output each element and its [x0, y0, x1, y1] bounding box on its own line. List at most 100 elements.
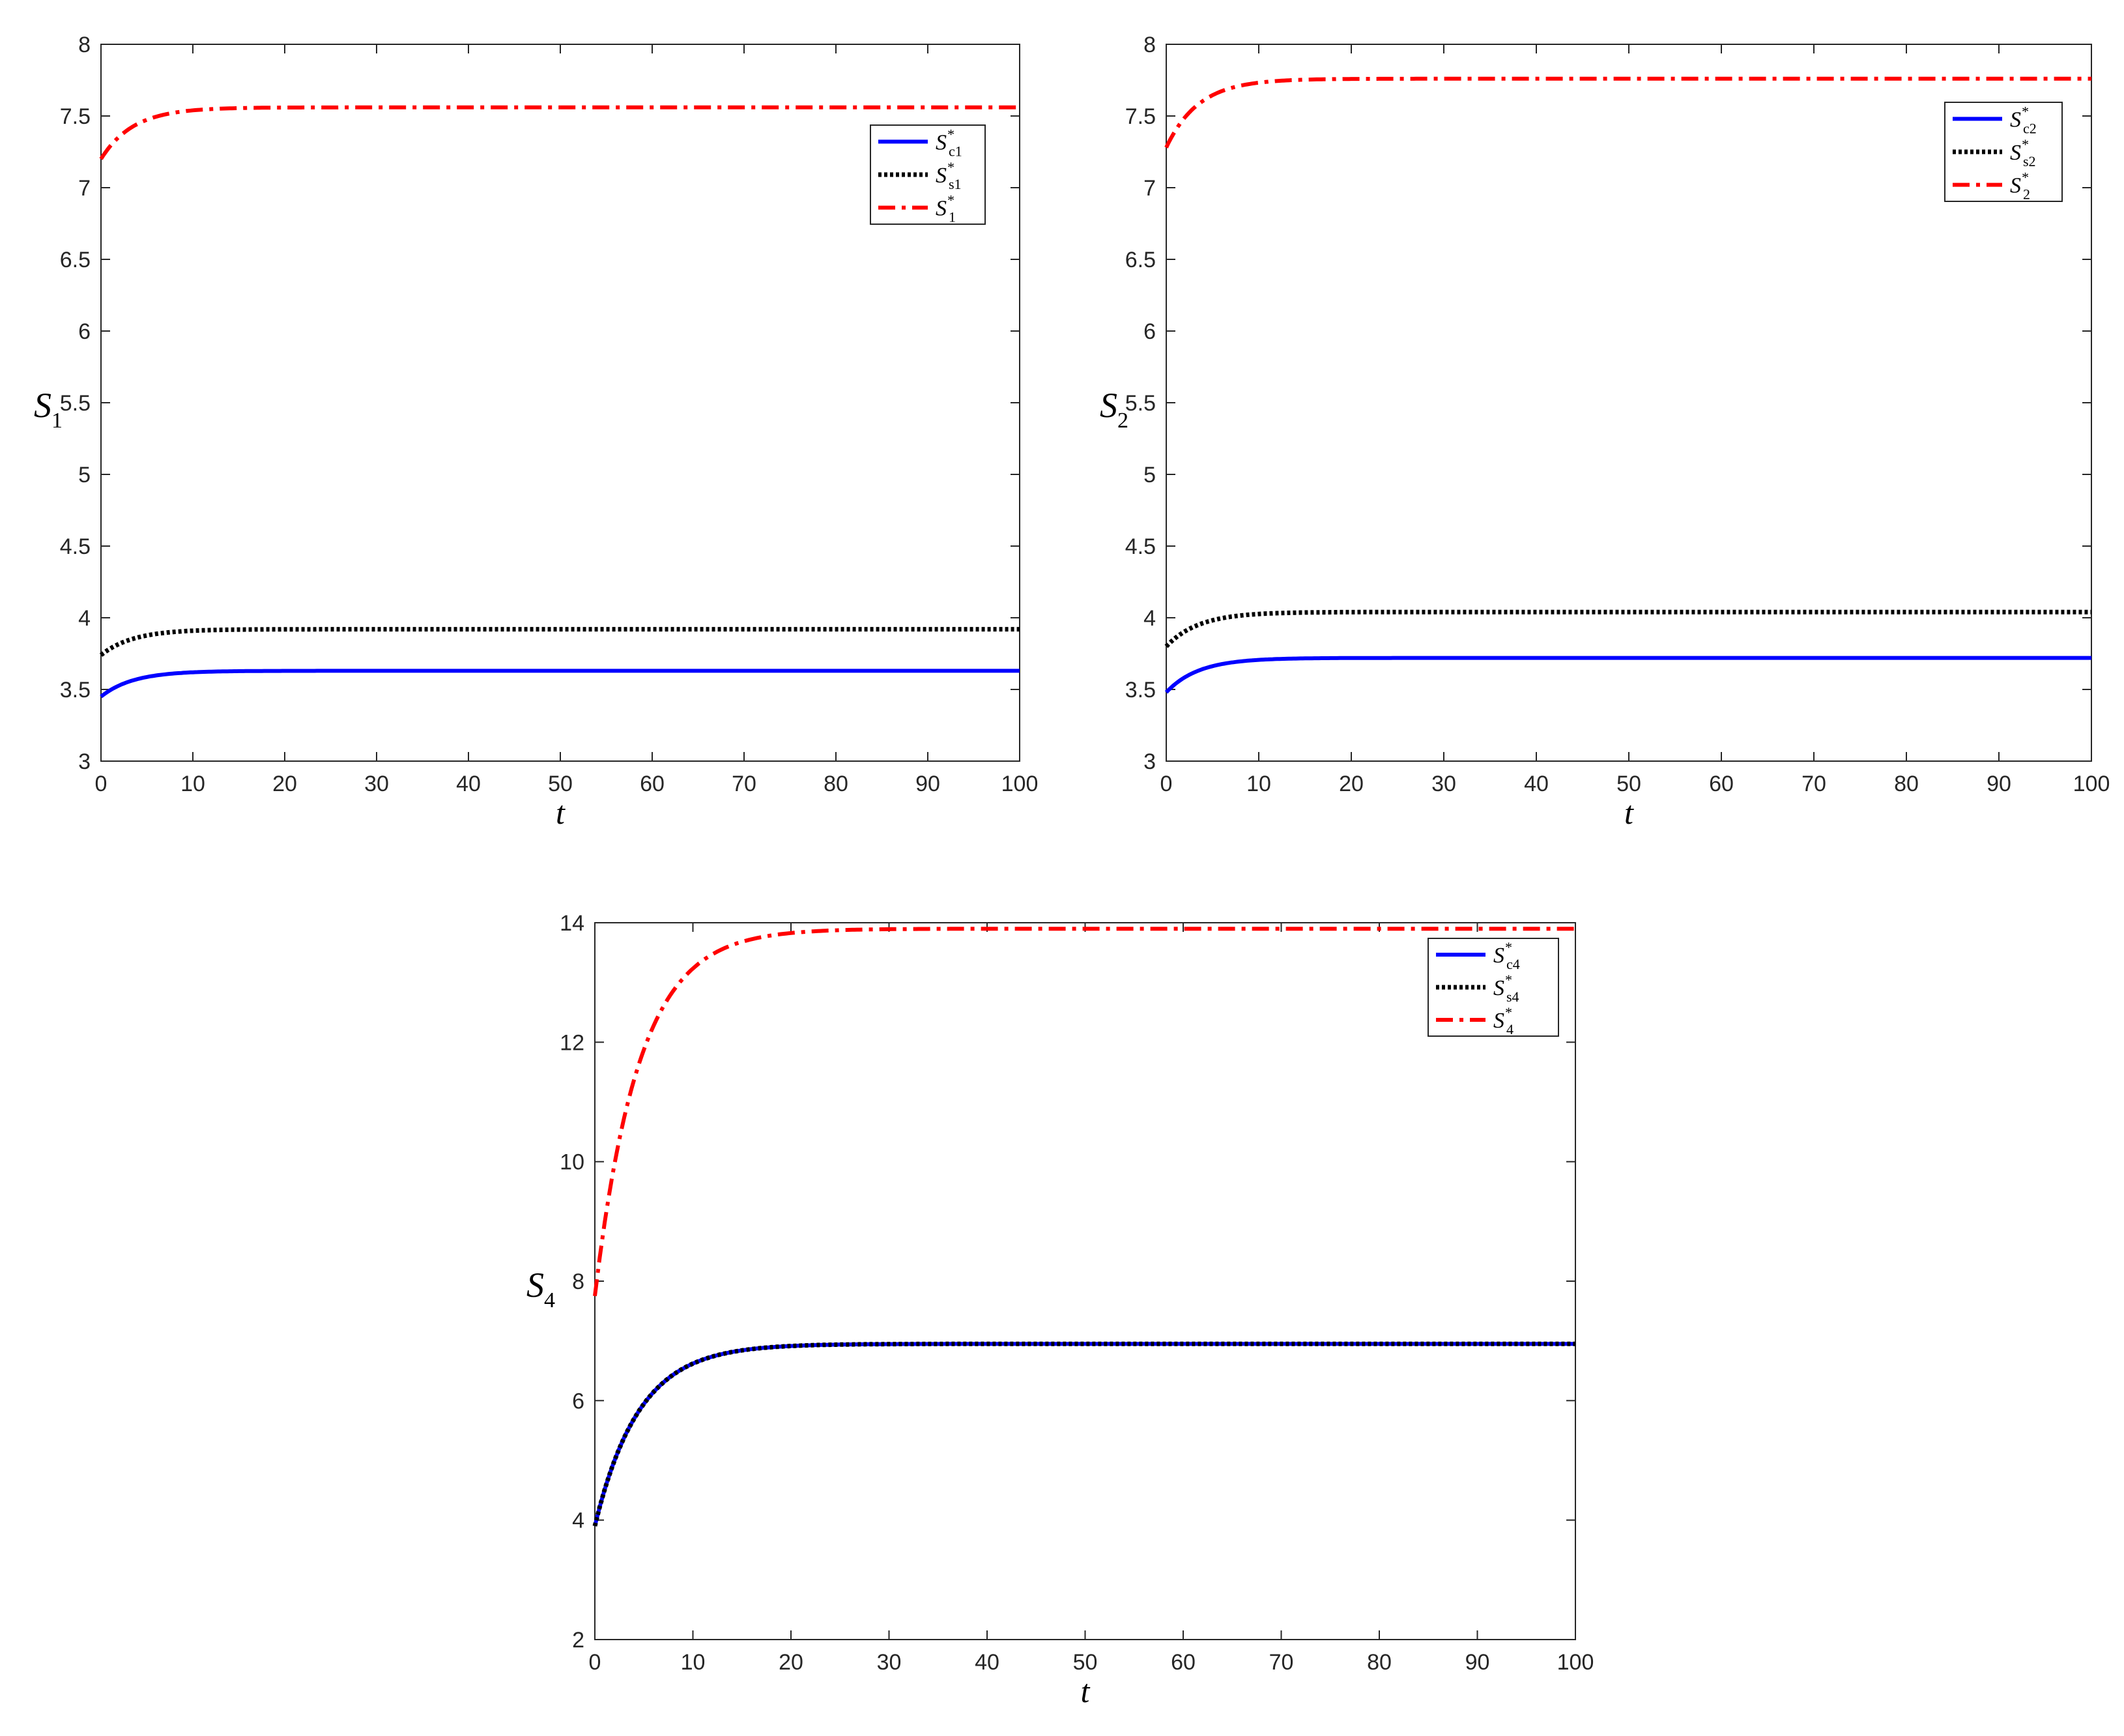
x-tick-label: 80	[824, 772, 848, 796]
x-tick-label: 50	[1616, 772, 1641, 796]
y-tick-label: 6	[572, 1389, 584, 1413]
x-tick-label: 60	[1709, 772, 1734, 796]
series-line-s1	[99, 627, 1020, 657]
y-tick-label: 2	[572, 1628, 584, 1653]
x-tick-label: 90	[1465, 1650, 1490, 1675]
x-tick-label: 100	[1557, 1650, 1594, 1675]
legend-label-superscript: *	[947, 192, 954, 209]
series-line-4	[593, 927, 1575, 1297]
series-line-s4	[592, 1341, 1575, 1527]
x-tick-label: 30	[364, 772, 389, 796]
legend-label-superscript: *	[947, 126, 954, 142]
x-tick-label: 60	[640, 772, 665, 796]
y-tick-label: 8	[78, 33, 91, 57]
x-tick-label: 80	[1367, 1650, 1392, 1675]
legend-label-subscript: 1	[949, 209, 956, 225]
y-tick-label: 4	[78, 606, 91, 631]
series-line-s2	[1164, 609, 2091, 648]
series-line-c2	[1164, 656, 2091, 694]
x-tick-label: 40	[975, 1650, 999, 1675]
x-axis-label: t	[1624, 794, 1634, 831]
x-axis-label: t	[556, 794, 566, 831]
x-tick-label: 100	[1001, 772, 1039, 796]
x-tick-label: 50	[1073, 1650, 1098, 1675]
y-axis-label: S2	[1100, 386, 1128, 433]
y-tick-label: 7	[78, 176, 91, 201]
y-tick-label: 14	[560, 911, 584, 936]
y-axis-label: S1	[34, 386, 63, 433]
y-tick-label: 3	[1143, 749, 1156, 774]
chart-panel-s4: 0 10 20 30 40 50 60 70 80 90 100 2 4 6 8 10 12 14 t S4 S* c4S…	[526, 911, 1594, 1709]
series-line-c1	[100, 669, 1020, 699]
x-tick-label: 20	[779, 1650, 803, 1675]
legend-label-superscript: *	[1504, 1004, 1512, 1020]
y-tick-label: 4	[572, 1509, 584, 1533]
series-line-c4	[593, 1342, 1575, 1527]
x-tick-label: 70	[732, 772, 756, 796]
y-tick-label: 4.5	[60, 534, 91, 559]
y-tick-label: 7	[1143, 176, 1156, 201]
y-tick-label: 5	[78, 463, 91, 487]
legend-label-superscript: *	[1504, 972, 1512, 988]
y-tick-label: 3	[78, 749, 91, 774]
legend-label-4: S* 4	[1493, 1004, 1514, 1037]
x-axis-label: t	[1081, 1673, 1091, 1709]
x-tick-label: 30	[1431, 772, 1456, 796]
x-tick-label: 70	[1269, 1650, 1294, 1675]
y-tick-label: 6.5	[60, 248, 91, 272]
legend-label-subscript: c2	[2023, 120, 2037, 136]
x-tick-label: 50	[548, 772, 573, 796]
y-tick-label: 3.5	[1125, 678, 1156, 702]
legend-label-subscript: c1	[949, 143, 962, 159]
y-axis-label-subscript: 4	[544, 1288, 555, 1312]
y-tick-label: 5.5	[1125, 391, 1156, 416]
y-tick-label: 6	[1143, 319, 1156, 344]
x-tick-label: 20	[272, 772, 297, 796]
x-tick-label: 0	[95, 772, 108, 796]
legend-label-1: S* 1	[936, 192, 956, 225]
y-tick-label: 8	[572, 1269, 584, 1294]
x-tick-label: 90	[915, 772, 940, 796]
legend-label-superscript: *	[2021, 103, 2028, 119]
x-tick-label: 20	[1339, 772, 1364, 796]
y-tick-label: 3.5	[60, 678, 91, 702]
x-tick-label: 40	[456, 772, 481, 796]
y-tick-label: 4	[1143, 606, 1156, 631]
chart-panel-s1: 0 10 20 30 40 50 60 70 80 90 100 3 3.5 4 4.5 5 5.5 6 6.5 7 7…	[34, 33, 1038, 831]
y-tick-label: 5.5	[60, 391, 91, 416]
legend-label-subscript: 4	[1506, 1021, 1514, 1037]
y-axis-label: S4	[526, 1266, 555, 1312]
y-tick-label: 6	[78, 319, 91, 344]
legend-label-superscript: *	[2021, 169, 2028, 186]
x-tick-label: 30	[877, 1650, 902, 1675]
legend: S* c1S* s1S* 1	[870, 124, 986, 225]
x-tick-label: 60	[1171, 1650, 1196, 1675]
x-tick-label: 40	[1524, 772, 1549, 796]
legend: S* c2S* s2S* 2	[1944, 102, 2063, 203]
x-tick-label: 80	[1894, 772, 1919, 796]
legend-label-subscript: 2	[2023, 186, 2030, 203]
legend-label-subscript: c4	[1506, 956, 1520, 972]
x-tick-label: 10	[180, 772, 205, 796]
legend-label-superscript: *	[1504, 939, 1512, 955]
x-tick-label: 0	[1160, 772, 1173, 796]
y-axis-label-subscript: 1	[51, 409, 63, 433]
y-tick-label: 12	[560, 1030, 584, 1055]
x-tick-label: 100	[2073, 772, 2110, 796]
legend: S* c4S* s4S* 4	[1428, 938, 1559, 1037]
y-tick-label: 4.5	[1125, 534, 1156, 559]
x-tick-label: 90	[1987, 772, 2011, 796]
series-line-1	[99, 105, 1020, 160]
y-tick-label: 5	[1143, 463, 1156, 487]
legend-label-2: S* 2	[2010, 169, 2030, 203]
x-tick-label: 10	[681, 1650, 706, 1675]
x-tick-label: 70	[1801, 772, 1826, 796]
legend-label-subscript: s4	[1506, 989, 1519, 1005]
legend-label-subscript: s1	[949, 176, 962, 192]
y-axis-label-subscript: 2	[1117, 409, 1128, 433]
x-tick-label: 0	[589, 1650, 601, 1675]
x-tick-label: 10	[1246, 772, 1271, 796]
legend-label-superscript: *	[2021, 136, 2028, 152]
y-tick-label: 6.5	[1125, 248, 1156, 272]
